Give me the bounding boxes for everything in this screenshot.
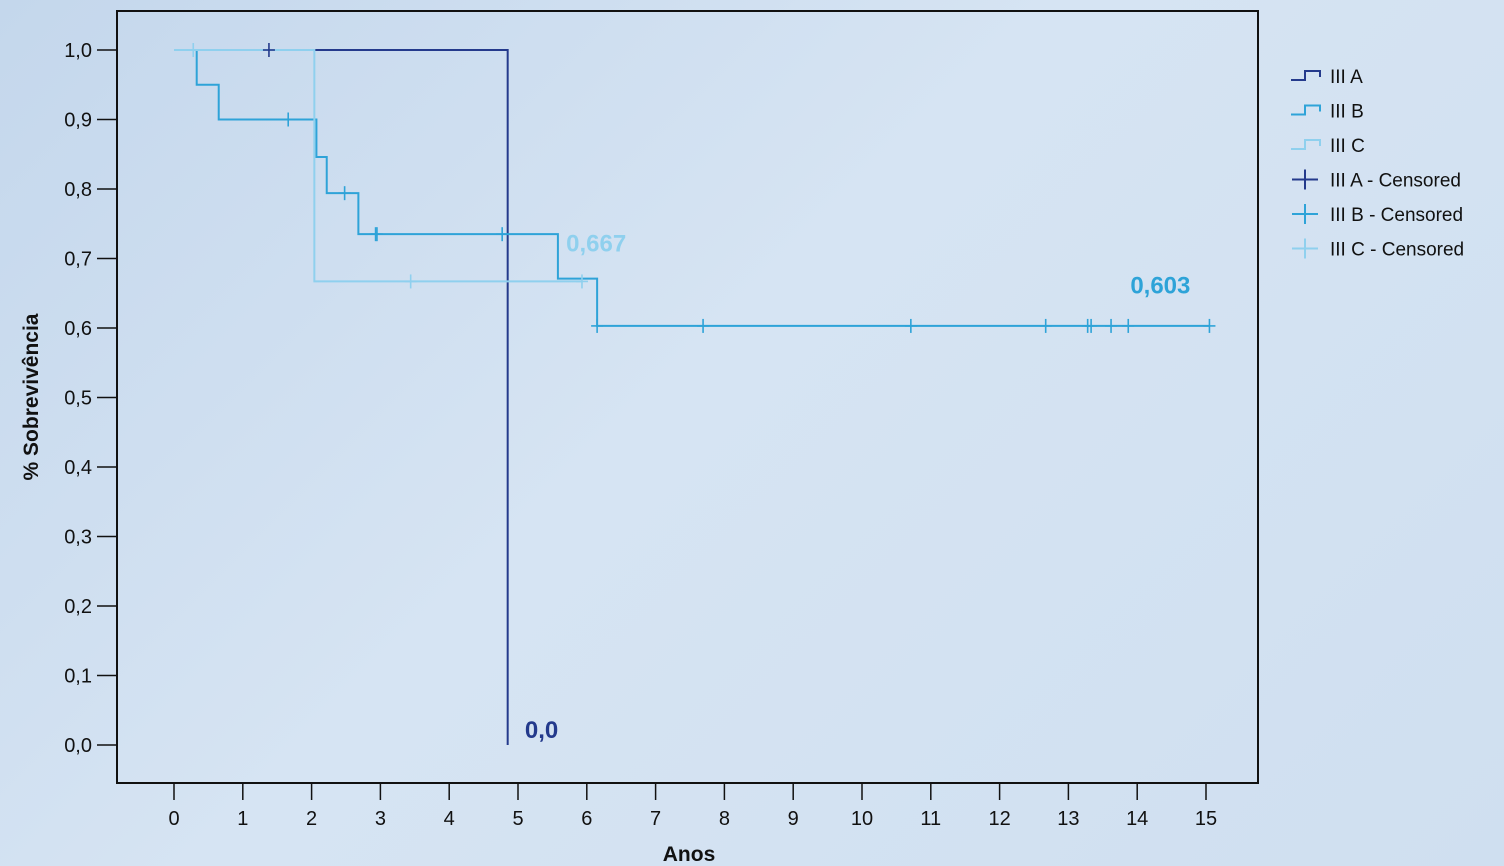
km-curve-iii-a [174,49,509,745]
legend-item: III C [1291,136,1365,157]
legend-item: III A [1291,67,1363,88]
x-tick-label: 8 [719,808,730,830]
y-tick-label: 0,2 [64,596,92,618]
legend-label: III B - Censored [1330,205,1463,226]
plot-area [116,10,1259,784]
y-tick-label: 0,0 [64,735,92,757]
x-tick-label: 4 [444,808,455,830]
legend-label: III C - Censored [1330,240,1464,261]
x-tick-label: 11 [920,808,941,830]
y-tick-label: 0,1 [64,666,92,688]
legend-label: III B [1330,102,1364,123]
x-tick-label: 12 [988,808,1010,830]
annotation-layer: 0,667 0,603 0,0 [525,231,1191,744]
y-tick-label: 0,3 [64,527,92,549]
x-axis-title: Anos [663,843,716,866]
legend-item: III C - Censored [1292,238,1464,261]
legend-label: III C [1330,136,1365,157]
legend-step-icon [1291,104,1321,116]
y-tick-label: 0,9 [64,110,92,132]
y-axis: 0,0 0,1 0,2 0,3 0,4 0,5 0,6 0,7 0,8 0,9 1,0 [64,40,117,757]
x-tick-label: 10 [851,808,873,830]
end-value-label: 0,667 [566,231,626,258]
legend-item: III B - Censored [1292,204,1463,226]
x-tick-label: 2 [306,808,317,830]
legend-label: III A [1330,67,1363,88]
y-axis-title: % Sobrevivência [20,313,43,480]
y-tick-label: 0,5 [64,388,92,410]
end-value-label: 0,0 [525,717,558,744]
series-layer [174,49,1210,745]
legend-label: III A - Censored [1330,171,1461,192]
censor-layer [187,43,1216,333]
legend-step-icon [1291,139,1321,150]
x-tick-label: 14 [1126,808,1148,830]
x-axis: 0 1 2 3 4 5 6 7 8 9 10 11 12 13 14 15 [168,783,1217,830]
x-tick-label: 0 [168,808,179,830]
legend-item: III B [1291,102,1364,123]
x-tick-label: 1 [237,808,248,830]
x-tick-label: 6 [581,808,592,830]
km-curve-iii-b [174,49,1210,327]
y-tick-label: 0,8 [64,179,92,201]
x-tick-label: 9 [788,808,799,830]
legend-item: III A - Censored [1292,169,1461,192]
y-tick-label: 1,0 [64,40,92,62]
y-tick-label: 0,4 [64,457,92,479]
x-tick-label: 7 [650,808,661,830]
end-value-label: 0,603 [1130,272,1190,299]
x-tick-label: 15 [1195,808,1217,830]
legend-step-icon [1291,70,1321,81]
x-tick-label: 3 [375,808,386,830]
x-tick-label: 13 [1057,808,1079,830]
y-tick-label: 0,7 [64,249,92,271]
y-tick-label: 0,6 [64,318,92,340]
x-tick-label: 5 [512,808,523,830]
legend: III A III B III C III A - Censored III B - C… [1291,67,1464,261]
km-curve-iii-c [174,49,582,283]
